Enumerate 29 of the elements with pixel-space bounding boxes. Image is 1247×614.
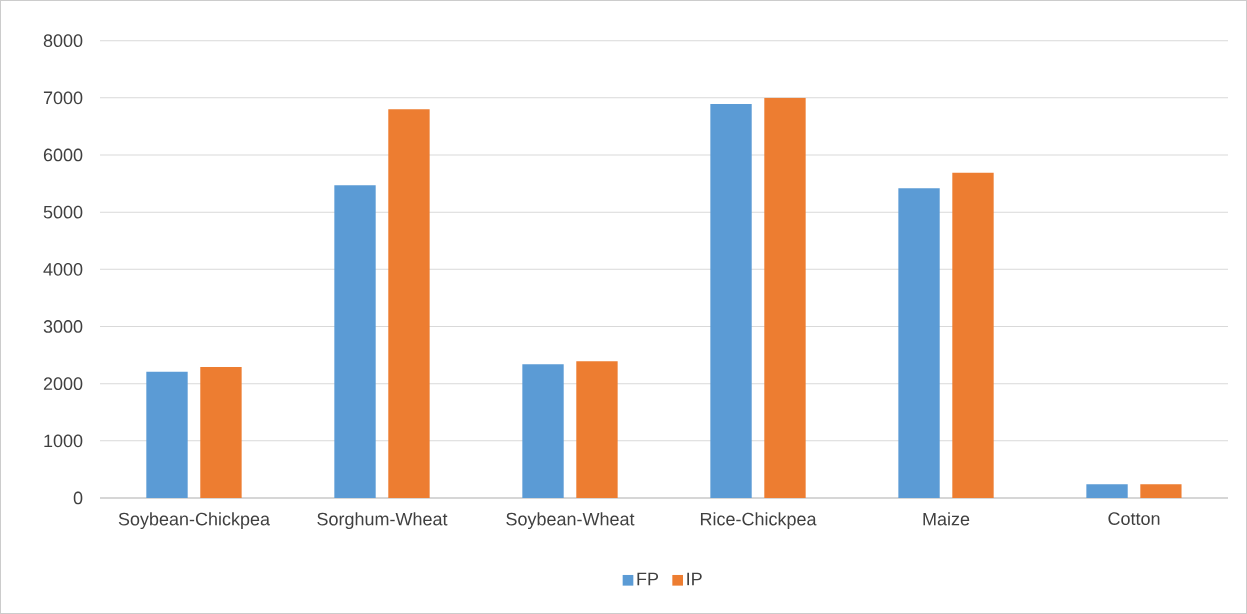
- y-tick-label: 3000: [43, 320, 83, 333]
- bar: [764, 97, 806, 498]
- x-tick-label: Maize: [923, 512, 970, 526]
- bar: [334, 185, 376, 498]
- x-tick-label: Soybean-Wheat: [506, 512, 635, 530]
- bar: [952, 172, 994, 498]
- y-tick-label: 6000: [43, 148, 83, 162]
- bar: [710, 104, 752, 498]
- y-tick-label: 2000: [43, 377, 83, 391]
- y-tick-label: 4000: [43, 262, 83, 276]
- x-tick-label: Sorghum-Wheat: [317, 512, 448, 530]
- x-tick-label: Rice-Chickpea: [700, 512, 817, 530]
- x-tick-label: Soybean-Chickpea: [118, 512, 271, 530]
- y-tick-label: 5000: [43, 205, 83, 219]
- bar: [200, 367, 242, 498]
- bar: [1086, 484, 1128, 498]
- y-tick-label: 0: [73, 491, 83, 505]
- y-tick-label: 1000: [44, 434, 83, 448]
- bar: [898, 188, 940, 498]
- bar: [1140, 484, 1182, 498]
- y-tick-label: 8000: [43, 34, 83, 48]
- bar: [576, 361, 618, 498]
- y-tick-label: 7000: [43, 91, 83, 105]
- legend-label: FP: [637, 572, 659, 586]
- bar: [388, 109, 430, 498]
- legend-label: IP: [687, 572, 702, 586]
- bar: [522, 364, 564, 498]
- x-tick-label: Cotton: [1108, 512, 1160, 525]
- bar: [146, 371, 188, 498]
